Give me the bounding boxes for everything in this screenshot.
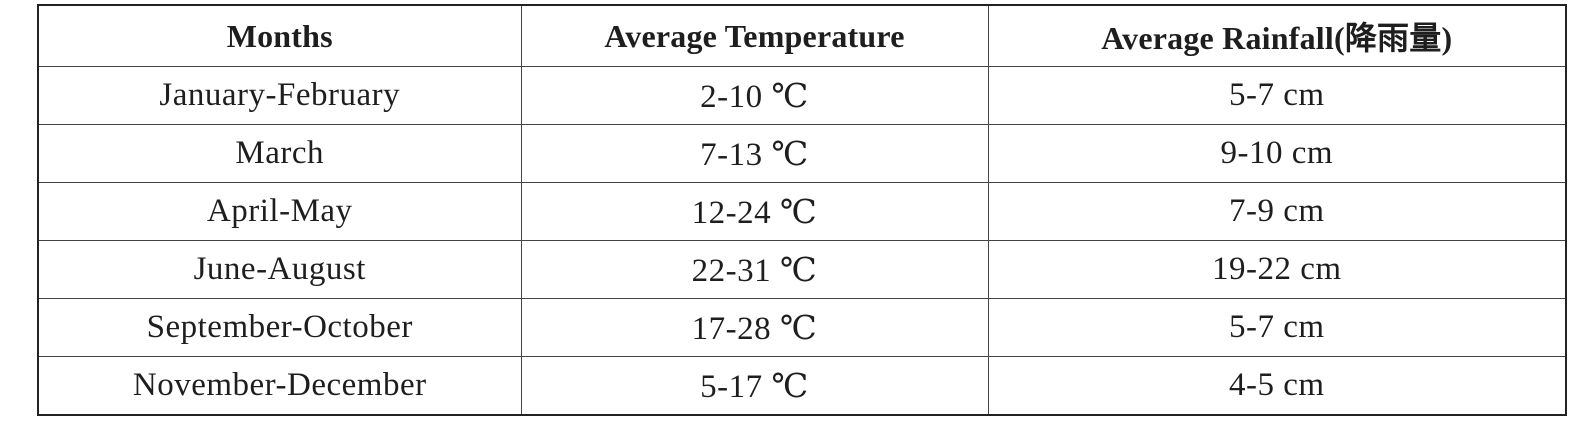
cell-months: March — [37, 124, 522, 183]
cell-months: November-December — [37, 356, 522, 416]
cell-rainfall: 4-5 cm — [987, 356, 1567, 416]
table-row: March 7-13 ℃ 9-10 cm — [37, 124, 1567, 183]
cell-months: January-February — [37, 66, 522, 125]
cell-rainfall: 9-10 cm — [987, 124, 1567, 183]
header-average-temperature: Average Temperature — [520, 4, 989, 67]
cell-temperature: 2-10 ℃ — [520, 66, 989, 125]
cell-temperature: 5-17 ℃ — [520, 356, 989, 416]
table-header-row: Months Average Temperature Average Rainf… — [37, 4, 1567, 67]
cell-temperature: 12-24 ℃ — [520, 182, 989, 241]
climate-table: Months Average Temperature Average Rainf… — [37, 4, 1567, 416]
cell-months: April-May — [37, 182, 522, 241]
table-row: April-May 12-24 ℃ 7-9 cm — [37, 182, 1567, 241]
cell-temperature: 17-28 ℃ — [520, 298, 989, 357]
cell-rainfall: 5-7 cm — [987, 298, 1567, 357]
cell-months: June-August — [37, 240, 522, 299]
table-row: September-October 17-28 ℃ 5-7 cm — [37, 298, 1567, 357]
header-months: Months — [37, 4, 522, 67]
cell-rainfall: 5-7 cm — [987, 66, 1567, 125]
cell-temperature: 7-13 ℃ — [520, 124, 989, 183]
table-row: January-February 2-10 ℃ 5-7 cm — [37, 66, 1567, 125]
table-row: November-December 5-17 ℃ 4-5 cm — [37, 356, 1567, 416]
cell-months: September-October — [37, 298, 522, 357]
header-average-rainfall: Average Rainfall(降雨量) — [987, 4, 1567, 67]
cell-rainfall: 7-9 cm — [987, 182, 1567, 241]
table-row: June-August 22-31 ℃ 19-22 cm — [37, 240, 1567, 299]
cell-rainfall: 19-22 cm — [987, 240, 1567, 299]
cell-temperature: 22-31 ℃ — [520, 240, 989, 299]
